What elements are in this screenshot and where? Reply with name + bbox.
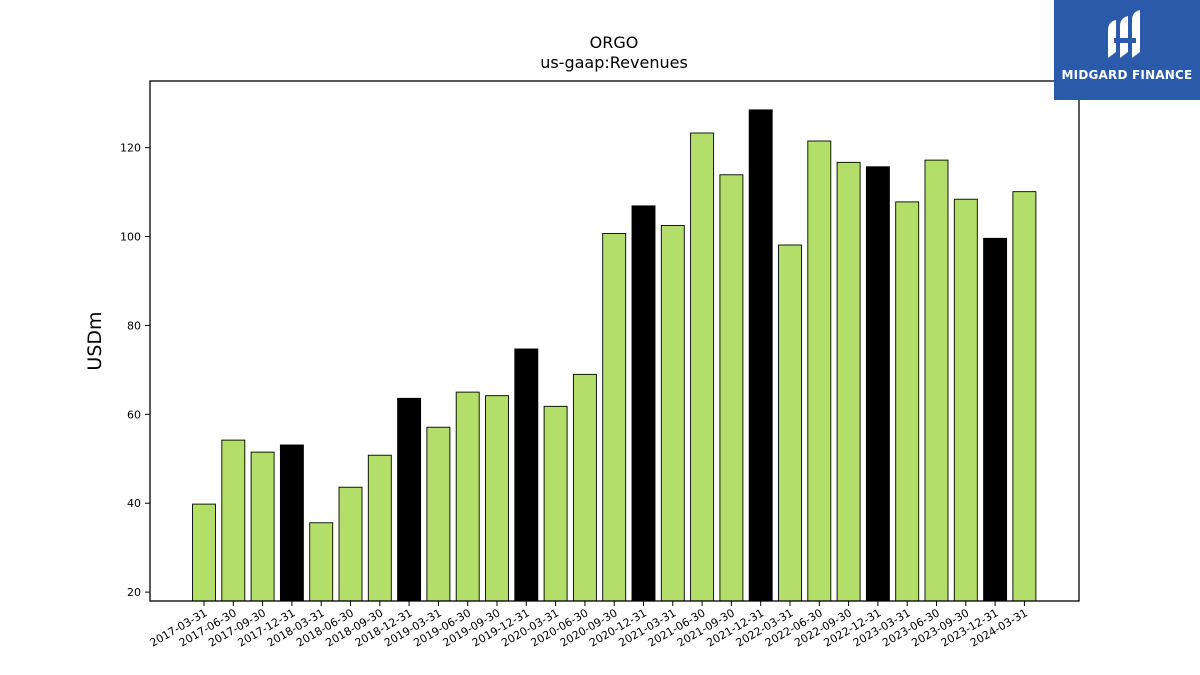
bar (836, 161, 861, 602)
bar (514, 348, 539, 602)
bar (192, 503, 216, 602)
plot-area: 204060801001202017-03-312017-06-302017-0… (120, 109, 1037, 650)
bar (250, 451, 275, 602)
y-tick-label: 40 (127, 497, 141, 510)
y-tick-label: 120 (120, 142, 141, 155)
bar (807, 140, 832, 602)
bar (543, 405, 568, 602)
bar (983, 237, 1008, 602)
bar (631, 205, 656, 602)
brand-logo: MIDGARD FINANCE (1054, 0, 1200, 100)
chart-subtitle: us-gaap:Revenues (540, 53, 688, 72)
bar (338, 486, 363, 602)
bar (660, 224, 685, 602)
logo-mark-icon (1108, 10, 1140, 58)
y-tick-label: 100 (120, 231, 141, 244)
bar (309, 522, 334, 602)
bar (572, 373, 597, 602)
bar (924, 159, 949, 602)
bar (895, 201, 920, 602)
bar (719, 174, 744, 602)
chart-title: ORGO (590, 33, 639, 52)
bar (602, 232, 627, 602)
bar (778, 244, 802, 602)
bar (953, 198, 978, 602)
y-tick-label: 80 (127, 319, 141, 332)
bar (690, 132, 715, 602)
y-tick-label: 60 (127, 408, 141, 421)
bar (485, 395, 509, 602)
bar (279, 444, 304, 602)
bar (397, 397, 422, 602)
logo-text: MIDGARD FINANCE (1061, 68, 1193, 82)
bar (426, 426, 451, 602)
bar (221, 439, 246, 602)
y-tick-label: 20 (127, 586, 141, 599)
bar (367, 454, 392, 602)
bar (1012, 191, 1037, 602)
y-axis-label: USDm (84, 311, 106, 370)
bar (748, 109, 773, 602)
bar (865, 166, 890, 602)
bar (455, 391, 480, 602)
plot-frame (149, 80, 1080, 602)
